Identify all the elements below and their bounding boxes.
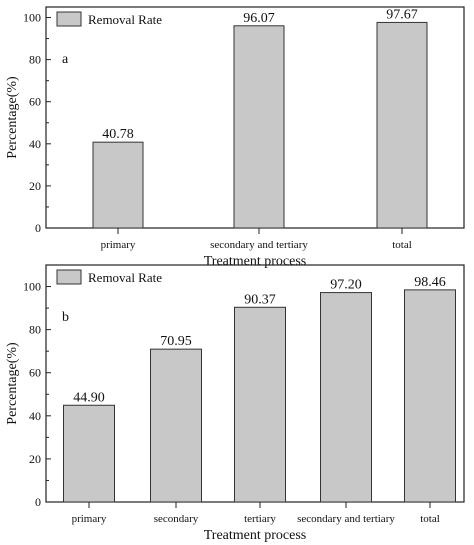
chart-panel-a: 0 20 40 60 80 100 Percentage(%) primary 40.78 sec… [5, 6, 465, 269]
x-tick-label: primary [101, 239, 136, 251]
x-tick-label: primary [72, 513, 107, 525]
bar [63, 404, 115, 503]
y-tick-label: 100 [23, 280, 41, 294]
data-label: 97.67 [386, 7, 418, 22]
bar [404, 289, 456, 503]
y-tick-label: 40 [29, 409, 41, 423]
y-axis-label: Percentage(%) [5, 76, 20, 159]
y-tick-label: 40 [29, 137, 41, 151]
y-tick-label: 60 [29, 366, 41, 380]
data-label: 70.95 [160, 334, 192, 349]
y-tick-label: 100 [23, 11, 41, 25]
data-label: 44.90 [73, 390, 105, 405]
y-tick-label: 20 [29, 179, 41, 193]
x-tick-label: secondary [154, 513, 199, 525]
data-label: 40.78 [102, 127, 134, 142]
panel-label: a [62, 52, 69, 67]
x-axis-label: Treatment process [204, 528, 307, 543]
panel-label: b [62, 310, 69, 325]
y-tick-label: 60 [29, 95, 41, 109]
bar [92, 141, 144, 229]
data-label: 90.37 [244, 292, 276, 307]
y-tick-label: 20 [29, 452, 41, 466]
chart-panel-b: 0 20 40 60 80 100 Percentage(%) primary 44.90 sec… [5, 264, 465, 543]
legend-swatch [56, 269, 82, 285]
y-tick-label: 80 [29, 53, 41, 67]
data-label: 98.46 [414, 275, 446, 290]
x-tick-label: secondary and tertiary [297, 513, 395, 525]
x-tick-label: secondary and tertiary [210, 239, 308, 251]
bar [376, 21, 428, 229]
legend-label: Removal Rate [88, 270, 162, 285]
x-tick-label: total [420, 513, 440, 525]
legend-swatch [56, 11, 82, 27]
bar [233, 25, 285, 229]
data-label: 97.20 [330, 278, 362, 293]
x-tick-label: tertiary [244, 513, 276, 525]
legend-label: Removal Rate [88, 12, 162, 27]
bar [320, 292, 372, 503]
x-axis-label: Treatment process [204, 254, 307, 269]
y-tick-label: 0 [35, 495, 41, 509]
bar [234, 306, 286, 503]
data-label: 96.07 [243, 11, 275, 26]
y-tick-label: 0 [35, 221, 41, 235]
x-tick-label: total [392, 239, 412, 251]
bar [150, 348, 202, 503]
y-axis-label: Percentage(%) [5, 342, 20, 425]
y-tick-label: 80 [29, 323, 41, 337]
